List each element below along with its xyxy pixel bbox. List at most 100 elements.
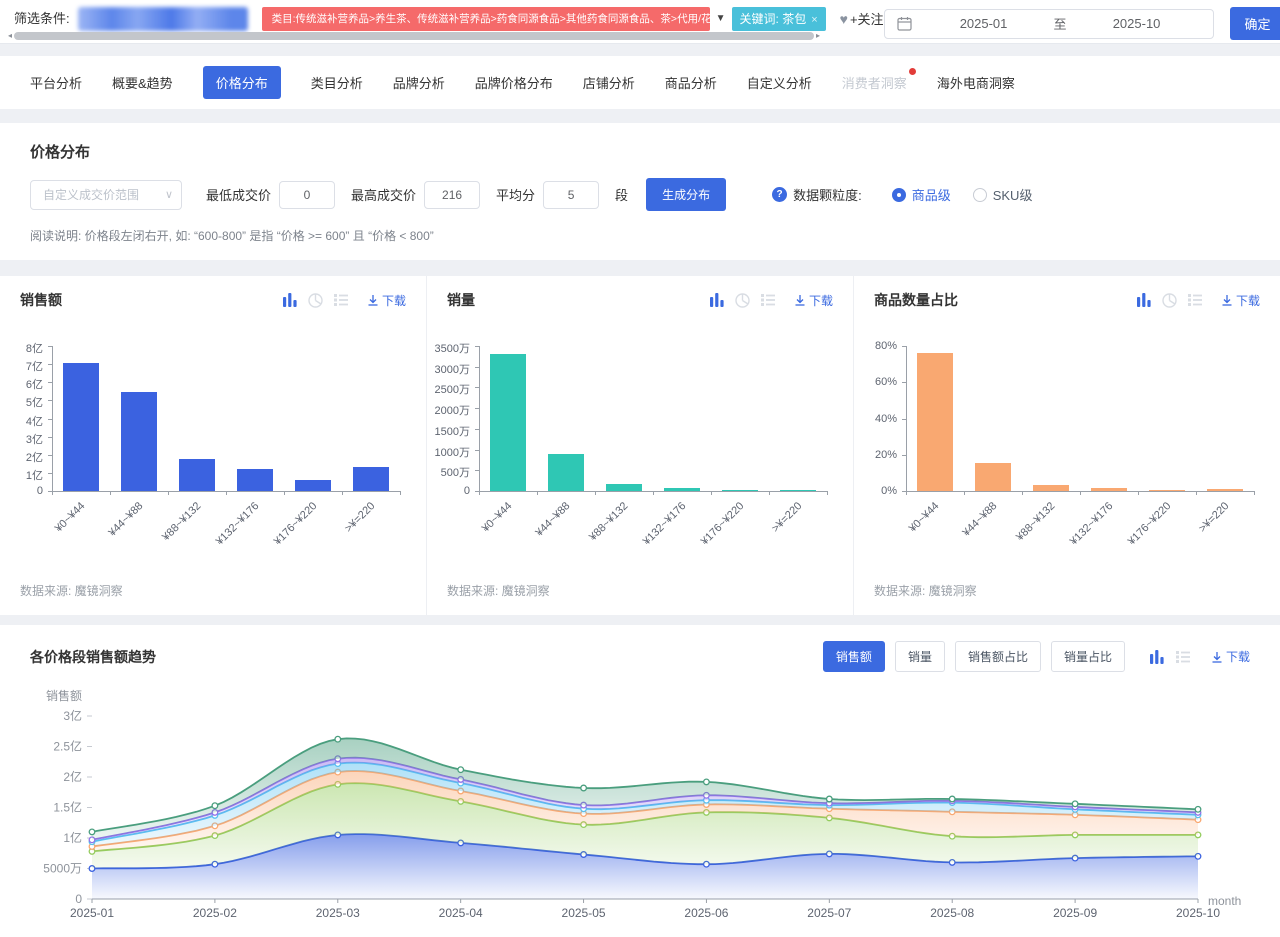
granularity-radio-1[interactable]: SKU级 (973, 185, 1033, 204)
info-icon[interactable]: ? (772, 187, 787, 202)
bar-¥176~¥220[interactable] (1149, 490, 1185, 491)
bar-¥176~¥220[interactable] (722, 490, 758, 491)
bar->¥=220[interactable] (353, 467, 389, 492)
bar->¥=220[interactable] (780, 490, 816, 491)
product-count-bar-chart: 0%20%40%60%80%¥0~¥44¥44~¥88¥88~¥132¥132~… (854, 336, 1280, 568)
bar->¥=220[interactable] (1207, 489, 1243, 491)
filter-scrollbar[interactable]: ◂ ▸ (6, 31, 822, 40)
date-end-value[interactable]: 2025-10 (1073, 16, 1201, 31)
analysis-tabs: 平台分析概要&趋势价格分布类目分析品牌分析品牌价格分布店铺分析商品分析自定义分析… (0, 56, 1280, 109)
category-filter-tag[interactable]: 类目:传统滋补营养品>养生茶、传统滋补营养品>药食同源食品>其他药食同源食品、茶… (262, 7, 710, 31)
pie-chart-icon[interactable] (735, 293, 750, 308)
tab-2[interactable]: 价格分布 (203, 66, 281, 99)
censored-filter-chip (78, 7, 248, 31)
bar-¥0~¥44[interactable] (490, 354, 526, 491)
bar-chart-icon[interactable] (709, 293, 725, 307)
tab-5[interactable]: 品牌价格分布 (475, 66, 553, 99)
keyword-filter-tag[interactable]: 关键词: 茶包× (732, 7, 826, 31)
section-title: 价格分布 (30, 141, 1250, 162)
bar-chart-icon[interactable] (282, 293, 298, 307)
svg-text:销售额: 销售额 (46, 688, 82, 703)
metric-switch-group: 销售额销量销售额占比销量占比 (813, 641, 1125, 672)
stacked-area-chart: 05000万1亿1.5亿2亿2.5亿3亿销售额2025-012025-02202… (20, 686, 1260, 937)
svg-text:2.5亿: 2.5亿 (53, 739, 82, 754)
max-price-input[interactable] (424, 181, 480, 209)
bar-¥176~¥220[interactable] (295, 480, 331, 491)
confirm-button[interactable]: 确定 (1230, 7, 1280, 40)
download-button[interactable]: 下载 (794, 292, 833, 309)
bar-¥132~¥176[interactable] (1091, 488, 1127, 491)
tab-8[interactable]: 自定义分析 (747, 66, 812, 99)
metric-button-1[interactable]: 销量 (895, 641, 945, 672)
bar-¥44~¥88[interactable] (975, 463, 1011, 491)
scroll-left-icon[interactable]: ◂ (6, 31, 14, 40)
pie-chart-icon[interactable] (308, 293, 323, 308)
metric-button-2[interactable]: 销售额占比 (955, 641, 1041, 672)
tab-6[interactable]: 店铺分析 (583, 66, 635, 99)
download-button[interactable]: 下载 (1221, 292, 1260, 309)
tab-10[interactable]: 海外电商洞察 (937, 66, 1015, 99)
bar-¥132~¥176[interactable] (664, 488, 700, 491)
table-list-icon[interactable] (333, 293, 349, 307)
svg-text:0: 0 (75, 892, 82, 906)
tab-4[interactable]: 品牌分析 (393, 66, 445, 99)
scroll-right-icon[interactable]: ▸ (814, 31, 822, 40)
tab-0[interactable]: 平台分析 (30, 66, 82, 99)
svg-text:2025-05: 2025-05 (562, 906, 606, 920)
follow-button[interactable]: ♥+关注 (840, 7, 884, 32)
svg-text:3亿: 3亿 (63, 708, 82, 723)
metric-button-0[interactable]: 销售额 (823, 641, 885, 672)
bar-¥88~¥132[interactable] (1033, 485, 1069, 491)
metric-button-3[interactable]: 销量占比 (1051, 641, 1125, 672)
bar-chart-icon[interactable] (1136, 293, 1152, 307)
download-icon (794, 294, 806, 306)
radio-icon (892, 188, 906, 202)
chart-title-product-count-ratio: 商品数量占比 (874, 290, 958, 310)
svg-text:2025-02: 2025-02 (193, 906, 237, 920)
generate-distribution-button[interactable]: 生成分布 (646, 178, 726, 211)
bar-chart-icon[interactable] (1149, 650, 1165, 664)
trend-chart-svg[interactable]: 05000万1亿1.5亿2亿2.5亿3亿销售额2025-012025-02202… (20, 686, 1260, 937)
bar-¥132~¥176[interactable] (237, 469, 273, 491)
min-price-input[interactable] (279, 181, 335, 209)
max-price-label: 最高成交价 (351, 185, 416, 204)
table-list-icon[interactable] (760, 293, 776, 307)
svg-text:2025-06: 2025-06 (684, 906, 728, 920)
bar-¥88~¥132[interactable] (179, 459, 215, 491)
pie-chart-icon[interactable] (1162, 293, 1177, 308)
chart-title-sales-amount: 销售额 (20, 290, 62, 310)
min-price-label: 最低成交价 (206, 185, 271, 204)
svg-text:5000万: 5000万 (43, 862, 82, 876)
close-icon[interactable]: × (811, 14, 817, 26)
table-list-icon[interactable] (1175, 650, 1191, 664)
tab-3[interactable]: 类目分析 (311, 66, 363, 99)
chevron-down-icon[interactable]: ▼ (716, 7, 726, 31)
tab-7[interactable]: 商品分析 (665, 66, 717, 99)
product-count-panel: 商品数量占比 下载 0%20%40%60%80%¥0~¥44¥44~¥88¥88… (853, 276, 1280, 615)
bar-¥0~¥44[interactable] (917, 353, 953, 491)
tab-9[interactable]: 消费者洞察 (842, 66, 907, 99)
heart-icon: ♥ (840, 11, 848, 27)
download-button[interactable]: 下载 (367, 292, 406, 309)
segment-count-input[interactable] (543, 181, 599, 209)
avg-split-label: 平均分 (496, 185, 535, 204)
svg-text:2025-08: 2025-08 (930, 906, 974, 920)
select-caret-icon: ∨ (165, 188, 173, 201)
svg-text:1.5亿: 1.5亿 (53, 800, 82, 815)
bar-¥0~¥44[interactable] (63, 363, 99, 491)
bar-¥44~¥88[interactable] (548, 454, 584, 491)
price-range-select[interactable]: 自定义成交价范围 ∨ (30, 180, 182, 210)
bar-¥44~¥88[interactable] (121, 392, 157, 491)
svg-text:2025-07: 2025-07 (807, 906, 851, 920)
tab-1[interactable]: 概要&趋势 (112, 66, 173, 99)
scrollbar-thumb[interactable] (14, 32, 814, 40)
data-source: 数据来源: 魔镜洞察 (427, 568, 853, 605)
radio-icon (973, 188, 987, 202)
bar-¥88~¥132[interactable] (606, 484, 642, 492)
table-list-icon[interactable] (1187, 293, 1203, 307)
download-button[interactable]: 下载 (1211, 648, 1250, 665)
date-start-value[interactable]: 2025-01 (920, 16, 1048, 31)
granularity-radio-0[interactable]: 商品级 (892, 185, 951, 204)
date-range-picker[interactable]: 2025-01 至 2025-10 (884, 9, 1214, 39)
sales-volume-bar-chart: 0500万1000万1500万2000万2500万3000万3500万¥0~¥4… (427, 336, 853, 568)
